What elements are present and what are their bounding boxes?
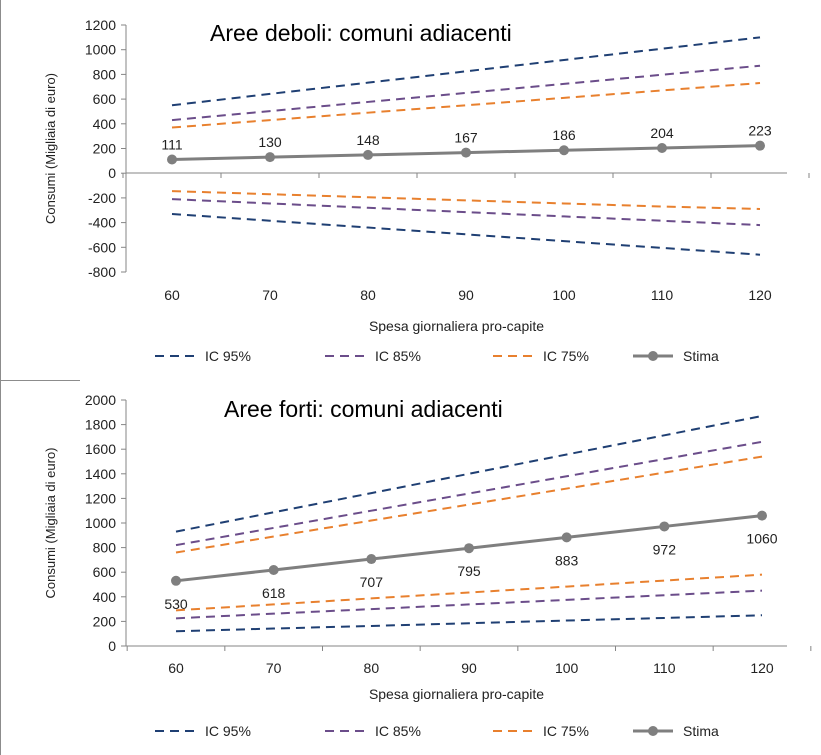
x-axis-title: Spesa giornaliera pro-capite xyxy=(369,686,544,702)
series-line xyxy=(171,36,761,107)
y-tick-label: 400 xyxy=(93,116,117,132)
series-line xyxy=(171,198,761,227)
data-label: 883 xyxy=(555,552,579,568)
legend-marker xyxy=(648,726,658,736)
x-tick-label: 90 xyxy=(458,287,474,303)
frame-left-border xyxy=(0,0,1,755)
y-axis-title: Consumi (Migliaia di euro) xyxy=(43,73,58,224)
data-label: 111 xyxy=(161,136,182,152)
y-tick-label: 0 xyxy=(108,638,116,654)
data-label: 707 xyxy=(360,574,384,590)
data-point xyxy=(755,140,765,151)
series-line xyxy=(175,455,763,554)
series-line xyxy=(171,64,761,122)
data-point xyxy=(366,554,377,565)
x-tick-label: 90 xyxy=(461,660,477,676)
data-point xyxy=(265,152,275,163)
data-label: 1060 xyxy=(746,531,777,547)
y-tick-label: 1400 xyxy=(85,466,116,482)
data-label: 530 xyxy=(164,596,188,612)
y-tick-label: -600 xyxy=(88,239,116,255)
y-tick-label: 200 xyxy=(93,613,117,629)
y-tick-label: 1200 xyxy=(85,17,116,33)
y-tick-label: 400 xyxy=(93,589,117,605)
y-tick-label: 1000 xyxy=(85,42,116,58)
data-label: 130 xyxy=(258,134,282,150)
y-tick-label: 800 xyxy=(93,540,117,556)
x-tick-label: 60 xyxy=(164,287,180,303)
y-tick-label: 2000 xyxy=(85,392,116,408)
chart-panel-aree-forti: 0 200 400 600 800 1000 1200 1400 1600 1800 2000 60 7… xyxy=(0,381,821,755)
data-point xyxy=(461,147,471,158)
y-tick-label: 600 xyxy=(93,91,117,107)
y-tick-label: 800 xyxy=(93,66,117,82)
data-label: 204 xyxy=(650,125,674,141)
y-tick-label: 200 xyxy=(93,141,117,157)
series-line xyxy=(175,589,763,620)
legend-label: IC 95% xyxy=(205,348,251,364)
data-point xyxy=(363,149,373,160)
legend-label: Stima xyxy=(683,348,719,364)
data-point xyxy=(559,145,569,156)
series-line xyxy=(171,212,761,256)
data-point xyxy=(464,543,474,554)
x-tick-label: 120 xyxy=(748,287,772,303)
y-tick-label: -800 xyxy=(88,264,116,280)
series-line xyxy=(175,614,763,633)
legend-label: IC 85% xyxy=(375,348,421,364)
y-tick-label: 1200 xyxy=(85,490,116,506)
x-tick-label: 70 xyxy=(262,287,278,303)
legend-marker xyxy=(648,351,658,361)
y-tick-label: 1600 xyxy=(85,441,116,457)
x-tick-label: 80 xyxy=(364,660,380,676)
y-tick-label: 0 xyxy=(108,165,116,181)
series-line xyxy=(175,415,763,533)
data-point xyxy=(171,575,181,586)
data-point xyxy=(757,510,767,521)
data-label: 186 xyxy=(552,127,576,143)
legend-label: IC 75% xyxy=(543,723,589,739)
x-axis-title: Spesa giornaliera pro-capite xyxy=(369,318,544,334)
data-label: 167 xyxy=(454,130,478,146)
x-tick-label: 110 xyxy=(653,660,676,676)
data-label: 972 xyxy=(653,541,677,557)
legend-label: IC 75% xyxy=(543,348,589,364)
x-tick-label: 70 xyxy=(266,660,282,676)
chart-title: Aree deboli: comuni adiacenti xyxy=(210,20,512,46)
legend-label: IC 95% xyxy=(205,723,251,739)
data-label: 148 xyxy=(356,132,380,148)
y-tick-label: 1000 xyxy=(85,515,116,531)
data-point xyxy=(561,532,572,543)
data-label: 618 xyxy=(262,585,286,601)
y-tick-label: 1800 xyxy=(85,417,116,433)
series-line xyxy=(171,190,761,211)
series-line xyxy=(175,440,763,547)
chart-aree-deboli: -800 -600 -400 -200 0 200 400 600 800 1000 1200 60 7… xyxy=(43,17,810,364)
data-label: 223 xyxy=(748,123,772,139)
data-point xyxy=(268,564,279,575)
x-tick-label: 100 xyxy=(552,287,576,303)
x-tick-label: 80 xyxy=(360,287,376,303)
y-tick-label: -200 xyxy=(88,190,116,206)
x-tick-label: 120 xyxy=(750,660,774,676)
legend-label: IC 85% xyxy=(375,723,421,739)
series-line xyxy=(171,82,761,129)
data-point xyxy=(657,143,667,154)
chart-aree-forti: 0 200 400 600 800 1000 1200 1400 1600 1800 2000 60 7… xyxy=(43,392,812,739)
x-tick-label: 60 xyxy=(168,660,184,676)
x-tick-label: 100 xyxy=(555,660,579,676)
panel-separator xyxy=(0,380,80,381)
chart-title: Aree forti: comuni adiacenti xyxy=(224,396,503,422)
data-label: 795 xyxy=(457,563,481,579)
y-tick-label: -400 xyxy=(88,215,116,231)
x-tick-label: 110 xyxy=(651,287,674,303)
series-line xyxy=(175,573,763,612)
data-point xyxy=(659,521,670,532)
y-axis-title: Consumi (Migliaia di euro) xyxy=(43,448,58,599)
chart-panel-aree-deboli: -800 -600 -400 -200 0 200 400 600 800 1000 1200 60 7… xyxy=(43,17,810,364)
y-tick-label: 600 xyxy=(93,564,117,580)
legend-label: Stima xyxy=(683,723,719,739)
data-point xyxy=(167,154,177,165)
